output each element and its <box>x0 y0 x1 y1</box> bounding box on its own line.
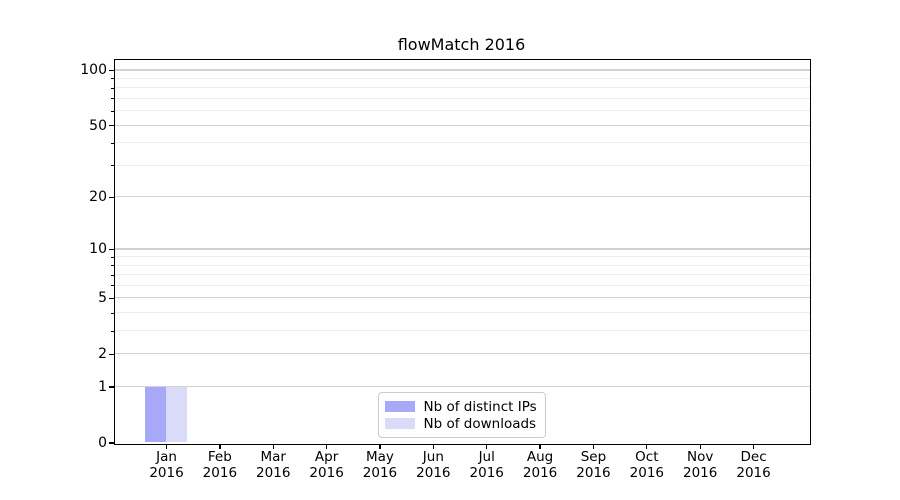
minor-gridline <box>114 87 810 89</box>
x-tick-mark <box>752 444 755 449</box>
y-tick-mark <box>108 386 115 388</box>
legend-swatch <box>384 401 415 412</box>
bar-nb-of-distinct-ips-jan <box>144 386 166 443</box>
major-gridline <box>114 385 810 388</box>
x-tick-mark <box>539 444 541 449</box>
y-minor-tick-mark <box>111 78 115 80</box>
y-tick-label: 2 <box>98 346 107 363</box>
x-tick-label: Jul 2016 <box>469 449 504 481</box>
major-gridline <box>114 124 810 126</box>
legend-label: Nb of distinct IPs <box>423 398 537 415</box>
y-tick-label: 50 <box>89 117 107 134</box>
major-gridline <box>114 248 810 250</box>
y-tick-label: 100 <box>80 62 107 79</box>
x-tick-mark <box>325 444 328 449</box>
x-tick-label: Mar 2016 <box>256 449 291 481</box>
minor-gridline <box>114 330 810 332</box>
major-gridline <box>114 196 810 198</box>
y-minor-tick-mark <box>111 330 115 332</box>
minor-gridline <box>114 97 810 99</box>
x-tick-label: Feb 2016 <box>202 449 238 481</box>
x-tick-mark <box>432 444 434 449</box>
legend-item: Nb of distinct IPs <box>384 398 538 415</box>
y-tick-label: 0 <box>98 435 107 451</box>
minor-gridline <box>114 110 810 112</box>
y-minor-tick-mark <box>111 312 115 314</box>
x-tick-label: Jun 2016 <box>416 449 451 481</box>
x-tick-label: Aug 2016 <box>522 449 558 481</box>
x-tick-label: Nov 2016 <box>683 449 718 481</box>
y-minor-tick-mark <box>111 87 115 89</box>
x-tick-mark <box>592 444 595 449</box>
x-tick-label: Apr 2016 <box>309 449 344 481</box>
x-tick-mark <box>486 444 488 449</box>
y-tick-label: 20 <box>89 189 107 206</box>
major-gridline <box>114 69 810 71</box>
chart-title: flowMatch 2016 <box>397 35 526 54</box>
legend: Nb of distinct IPs Nb of downloads <box>377 391 546 438</box>
y-tick-label: 1 <box>98 379 107 396</box>
y-tick-mark <box>108 196 115 198</box>
y-tick-label: 10 <box>89 241 107 258</box>
x-tick-label: Sep 2016 <box>576 449 611 481</box>
x-tick-mark <box>165 444 168 449</box>
y-minor-tick-mark <box>111 142 115 144</box>
major-gridline <box>114 297 810 299</box>
legend-swatch <box>384 418 415 429</box>
x-tick-mark <box>219 444 221 449</box>
y-tick-mark <box>108 297 115 300</box>
minor-gridline <box>114 312 810 314</box>
legend-label: Nb of downloads <box>423 415 537 432</box>
x-tick-label: Jan 2016 <box>149 449 184 481</box>
y-tick-mark <box>108 124 115 127</box>
y-minor-tick-mark <box>111 165 115 167</box>
y-minor-tick-mark <box>111 274 115 276</box>
y-tick-mark <box>108 442 115 444</box>
x-tick-label: Oct 2016 <box>629 449 664 481</box>
x-tick-label: May 2016 <box>362 449 398 481</box>
x-tick-label: Dec 2016 <box>736 449 771 481</box>
y-tick-mark <box>108 353 115 355</box>
major-gridline <box>114 353 810 355</box>
legend-item: Nb of downloads <box>384 415 538 432</box>
y-tick-mark <box>108 248 115 251</box>
y-minor-tick-mark <box>111 98 115 100</box>
y-minor-tick-mark <box>111 265 115 267</box>
minor-gridline <box>114 77 810 79</box>
bar-nb-of-downloads-jan <box>166 386 188 443</box>
y-minor-tick-mark <box>111 110 115 112</box>
x-tick-mark <box>272 444 274 449</box>
minor-gridline <box>114 274 810 276</box>
x-tick-mark <box>699 444 701 449</box>
y-tick-mark <box>108 69 115 72</box>
minor-gridline <box>114 256 810 258</box>
x-tick-mark <box>646 444 648 449</box>
minor-gridline <box>114 164 810 166</box>
minor-gridline <box>114 264 810 266</box>
y-tick-label: 5 <box>98 290 107 307</box>
plot-area: Nb of distinct IPs Nb of downloads <box>113 58 811 445</box>
x-tick-mark <box>379 444 381 449</box>
minor-gridline <box>114 142 810 144</box>
y-minor-tick-mark <box>111 256 115 258</box>
minor-gridline <box>114 284 810 286</box>
y-minor-tick-mark <box>111 285 115 287</box>
